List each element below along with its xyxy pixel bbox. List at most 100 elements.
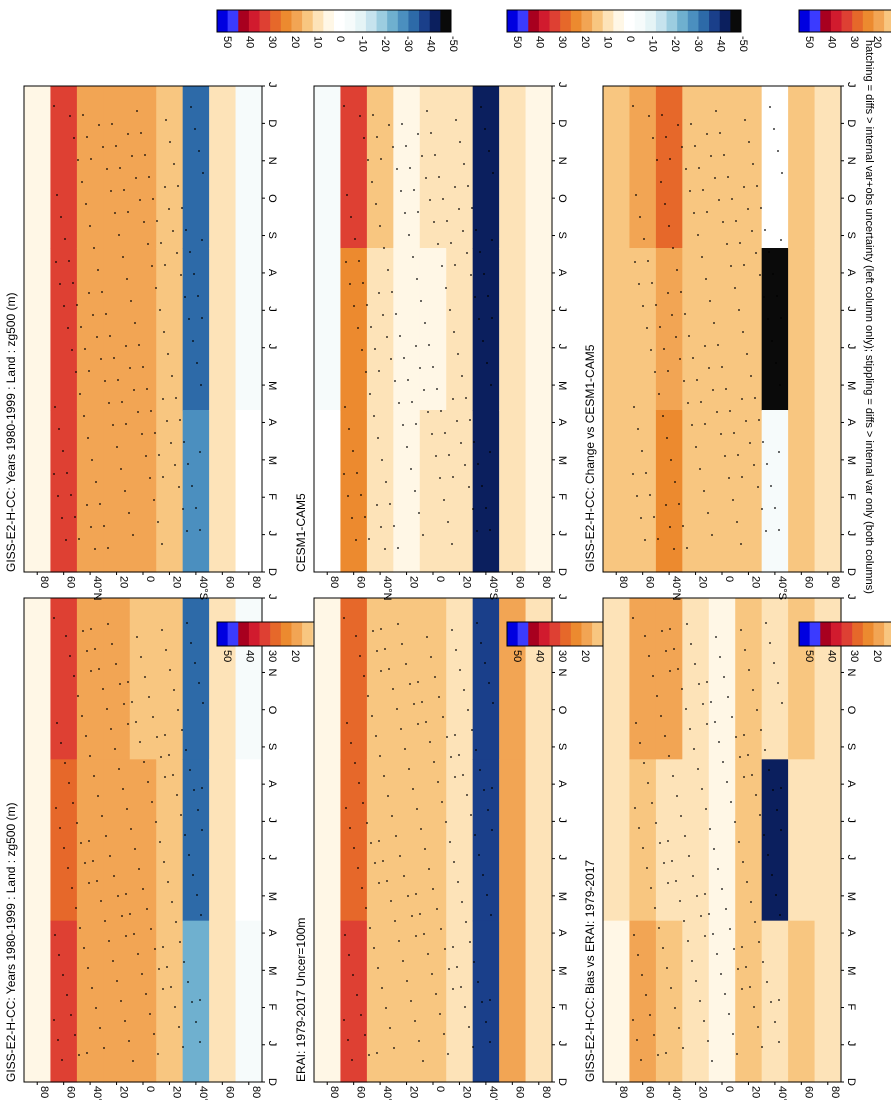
colorbar-label: 20 bbox=[289, 36, 301, 48]
stipple-dot bbox=[387, 269, 389, 271]
stipple-dot bbox=[771, 340, 773, 342]
stipple-dot bbox=[378, 292, 380, 294]
stipple-dot bbox=[414, 1020, 416, 1022]
month-tick-label: F bbox=[266, 1004, 278, 1011]
stipple-dot bbox=[741, 476, 743, 478]
stipple-dot bbox=[88, 292, 90, 294]
stipple-dot bbox=[411, 401, 413, 403]
stipple-dot bbox=[369, 393, 371, 395]
stipple-dot bbox=[490, 384, 492, 386]
colorbar-swatch bbox=[227, 622, 239, 646]
stipple-dot bbox=[438, 696, 440, 698]
colorbar-label: 0 bbox=[624, 36, 636, 42]
stipple-dot bbox=[705, 278, 707, 280]
stipple-dot bbox=[383, 775, 385, 777]
stipple-dot bbox=[685, 708, 687, 710]
stipple-dot bbox=[736, 521, 738, 523]
stipple-dot bbox=[765, 622, 767, 624]
stipple-dot bbox=[373, 415, 375, 417]
stipple-dot bbox=[416, 808, 418, 810]
colorbar-swatch bbox=[602, 10, 614, 32]
lat-tick-label: 0 bbox=[434, 576, 446, 582]
stipple-dot bbox=[54, 406, 56, 408]
month-tick-label: S bbox=[266, 232, 278, 239]
stipple-dot bbox=[164, 734, 166, 736]
stipple-dot bbox=[639, 742, 641, 744]
heat-cell bbox=[788, 920, 816, 1083]
stipple-dot bbox=[352, 450, 354, 452]
stipple-dot bbox=[452, 988, 454, 990]
stipple-dot bbox=[492, 172, 494, 174]
stipple-dot bbox=[444, 948, 446, 950]
stipple-dot bbox=[78, 1054, 80, 1056]
heat-cell bbox=[814, 410, 842, 573]
stipple-dot bbox=[677, 668, 679, 670]
heat-cell bbox=[156, 410, 184, 573]
stipple-dot bbox=[168, 208, 170, 210]
colorbar-swatch bbox=[613, 10, 625, 32]
stipple-dot bbox=[391, 291, 393, 293]
stipple-dot bbox=[420, 300, 422, 302]
stipple-dot bbox=[383, 247, 385, 249]
stipple-dot bbox=[162, 476, 164, 478]
heat-cell bbox=[103, 759, 131, 922]
stipple-dot bbox=[148, 176, 150, 178]
colorbar-swatch bbox=[799, 622, 811, 646]
stipple-dot bbox=[157, 521, 159, 523]
month-tick-label: N bbox=[266, 157, 278, 165]
heat-cell bbox=[525, 759, 553, 922]
stipple-dot bbox=[179, 941, 181, 943]
colorbar-label: 40 bbox=[244, 36, 256, 48]
stipple-dot bbox=[773, 128, 775, 130]
stipple-dot bbox=[132, 1060, 134, 1062]
lat-tick-label: 20 bbox=[118, 576, 130, 588]
stipple-dot bbox=[442, 198, 444, 200]
stipple-dot bbox=[691, 960, 693, 962]
month-tick-label: A bbox=[845, 269, 857, 277]
stipple-dot bbox=[748, 669, 750, 671]
month-tick-label: J bbox=[556, 594, 568, 600]
stipple-dot bbox=[740, 543, 742, 545]
stipple-dot bbox=[686, 623, 688, 625]
stipple-dot bbox=[422, 534, 424, 536]
stipple-dot bbox=[79, 393, 81, 395]
stipple-dot bbox=[366, 822, 368, 824]
stipple-dot bbox=[718, 199, 720, 201]
stipple-dot bbox=[449, 841, 451, 843]
stipple-dot bbox=[115, 663, 117, 665]
colorbar-label: -50 bbox=[447, 36, 459, 52]
colorbar-swatch bbox=[365, 10, 377, 32]
stipple-dot bbox=[142, 888, 144, 890]
colorbar-label: 30 bbox=[556, 36, 568, 48]
stipple-dot bbox=[87, 437, 89, 439]
stipple-dot bbox=[373, 947, 375, 949]
stipple-dot bbox=[763, 834, 765, 836]
stipple-dot bbox=[128, 512, 130, 514]
stipple-dot bbox=[90, 628, 92, 630]
colorbar-swatch bbox=[624, 10, 636, 32]
stipple-dot bbox=[681, 688, 683, 690]
heat-cell bbox=[708, 248, 736, 411]
stipple-dot bbox=[649, 1014, 651, 1016]
month-tick-label: J bbox=[266, 594, 278, 600]
heat-cell bbox=[209, 86, 237, 249]
heat-cell bbox=[655, 759, 683, 922]
colorbar-swatch bbox=[830, 622, 842, 646]
stipple-dot bbox=[364, 516, 366, 518]
stipple-dot bbox=[418, 1040, 420, 1042]
stipple-dot bbox=[70, 494, 72, 496]
stipple-dot bbox=[110, 728, 112, 730]
colorbar-swatch bbox=[719, 10, 731, 32]
stipple-dot bbox=[430, 132, 432, 134]
stipple-dot bbox=[380, 526, 382, 528]
colorbar-swatch bbox=[677, 10, 689, 32]
stipple-dot bbox=[778, 529, 780, 531]
stipple-dot bbox=[461, 901, 463, 903]
stipple-dot bbox=[355, 539, 357, 541]
month-tick-label: O bbox=[845, 194, 857, 203]
stipple-dot bbox=[431, 433, 433, 435]
stipple-dot bbox=[470, 814, 472, 816]
stipple-dot bbox=[159, 309, 161, 311]
heat-cell bbox=[446, 248, 474, 411]
heat-cell bbox=[708, 410, 736, 573]
